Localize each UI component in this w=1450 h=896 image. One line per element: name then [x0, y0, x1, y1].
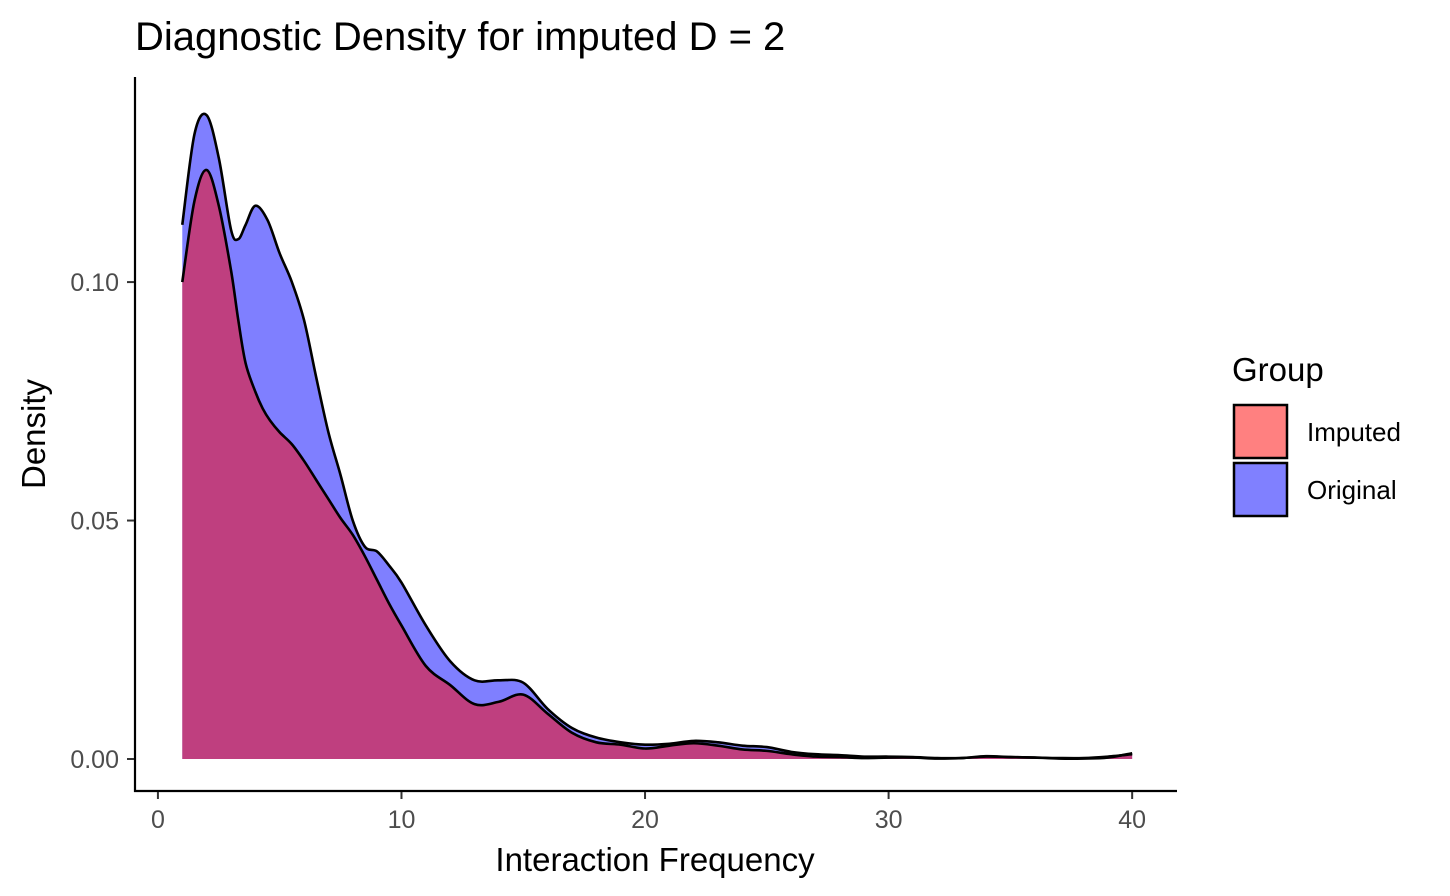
y-tick-label: 0.05 [70, 508, 119, 536]
legend-label-original: Original [1307, 475, 1397, 505]
x-tick-label: 40 [1118, 806, 1146, 834]
legend-title: Group [1232, 351, 1324, 388]
x-tick-label: 0 [151, 806, 165, 834]
y-tick-label: 0.00 [70, 746, 119, 774]
x-axis-title: Interaction Frequency [495, 841, 815, 878]
y-axis-ticks: 0.00 0.05 0.10 [70, 269, 134, 774]
density-fill-layer [182, 113, 1133, 760]
legend-label-imputed: Imputed [1307, 417, 1401, 447]
legend: Group Imputed Original [1232, 351, 1401, 518]
x-tick-label: 30 [875, 806, 903, 834]
y-tick-label: 0.10 [70, 269, 119, 297]
chart-title: Diagnostic Density for imputed D = 2 [135, 15, 785, 59]
x-tick-label: 10 [388, 806, 416, 834]
legend-swatch-original [1232, 461, 1289, 518]
density-line-imputed [180, 168, 1133, 760]
x-tick-label: 20 [631, 806, 659, 834]
density-area-imputed [182, 169, 1133, 759]
legend-swatch-imputed [1232, 403, 1289, 460]
x-axis-ticks: 0 10 20 30 40 [151, 792, 1146, 834]
density-outline-layer [180, 112, 1133, 760]
y-axis-title: Density [15, 378, 52, 489]
